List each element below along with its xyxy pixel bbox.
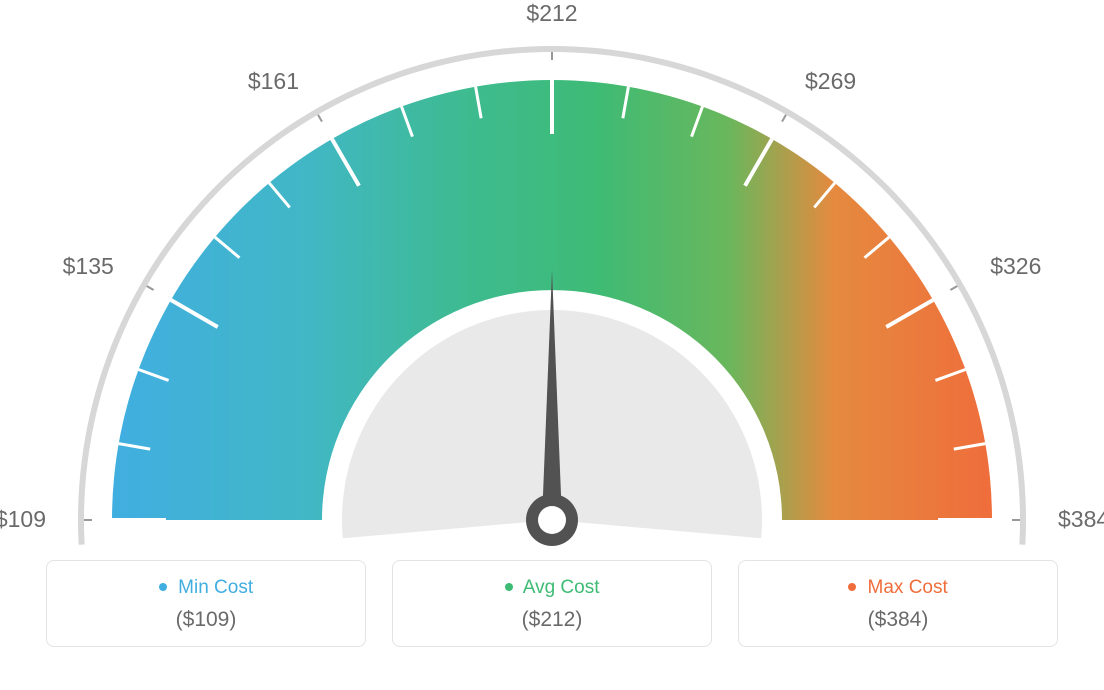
max-cost-box: Max Cost ($384) bbox=[738, 560, 1058, 647]
avg-cost-dot-icon bbox=[505, 583, 513, 591]
max-cost-label-row: Max Cost bbox=[747, 577, 1049, 599]
avg-cost-box: Avg Cost ($212) bbox=[392, 560, 712, 647]
avg-cost-label-row: Avg Cost bbox=[401, 577, 703, 599]
max-cost-value: ($384) bbox=[747, 608, 1049, 632]
svg-text:$109: $109 bbox=[0, 506, 46, 532]
svg-text:$326: $326 bbox=[990, 253, 1041, 279]
cost-gauge-chart: $109 $135 $161 $212 $269 $326 $384 bbox=[0, 0, 1104, 560]
min-cost-label: Min Cost bbox=[178, 577, 253, 598]
max-cost-label: Max Cost bbox=[868, 577, 948, 598]
min-cost-value: ($109) bbox=[55, 608, 357, 632]
min-cost-dot-icon bbox=[159, 583, 167, 591]
max-cost-dot-icon bbox=[848, 583, 856, 591]
svg-text:$384: $384 bbox=[1058, 506, 1104, 532]
svg-text:$161: $161 bbox=[248, 68, 299, 94]
avg-cost-value: ($212) bbox=[401, 608, 703, 632]
svg-text:$269: $269 bbox=[805, 68, 856, 94]
min-cost-box: Min Cost ($109) bbox=[46, 560, 366, 647]
avg-cost-label: Avg Cost bbox=[523, 577, 600, 598]
svg-text:$135: $135 bbox=[63, 253, 114, 279]
min-cost-label-row: Min Cost bbox=[55, 577, 357, 599]
cost-summary-boxes: Min Cost ($109) Avg Cost ($212) Max Cost… bbox=[0, 560, 1104, 647]
svg-text:$212: $212 bbox=[526, 0, 577, 26]
gauge-svg: $109 $135 $161 $212 $269 $326 $384 bbox=[0, 0, 1104, 560]
